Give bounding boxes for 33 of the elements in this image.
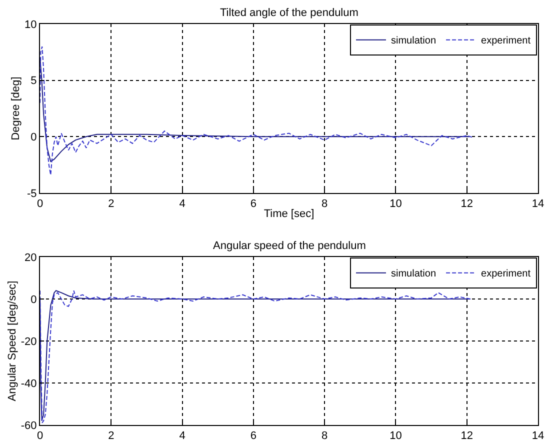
chart-title: Angular speed of the pendulum	[213, 240, 366, 252]
x-tick-label: 14	[532, 198, 544, 210]
y-axis-title: Angular Speed [deg/sec]	[6, 280, 19, 402]
chart-title: Tilted angle of the pendulum	[220, 7, 358, 19]
x-tick-label: 2	[108, 198, 114, 210]
y-tick-label: -20	[20, 336, 37, 348]
x-tick-label: 12	[460, 430, 473, 442]
y-tick-label: 0	[30, 294, 37, 306]
legend-label: simulation	[391, 36, 436, 47]
y-tick-label: -40	[20, 378, 37, 390]
legend-label: simulation	[391, 268, 436, 280]
x-tick-label: 6	[250, 198, 256, 210]
y-axis-title: Degree [deg]	[10, 76, 22, 140]
y-tick-label: 20	[24, 252, 37, 264]
y-tick-label: -5	[27, 188, 37, 200]
x-tick-label: 10	[390, 198, 402, 210]
legend-label: experiment	[481, 36, 531, 47]
y-tick-label: -60	[20, 420, 37, 432]
x-axis-title: Time [sec]	[264, 208, 314, 220]
x-tick-label: 2	[108, 430, 114, 442]
y-tick-label: 10	[24, 18, 37, 31]
y-tick-label: 0	[30, 132, 37, 144]
x-tick-label: 6	[250, 430, 256, 442]
x-tick-label: 4	[179, 430, 186, 442]
x-tick-label: 4	[179, 198, 186, 210]
line-series	[40, 46, 474, 176]
x-tick-label: 8	[322, 430, 328, 442]
x-tick-label: 10	[390, 430, 402, 442]
x-tick-label: 8	[322, 198, 328, 210]
x-tick-label: 12	[460, 198, 473, 210]
x-tick-label: 14	[532, 430, 544, 442]
y-tick-label: 5	[30, 75, 37, 88]
legend-label: experiment	[481, 268, 531, 280]
